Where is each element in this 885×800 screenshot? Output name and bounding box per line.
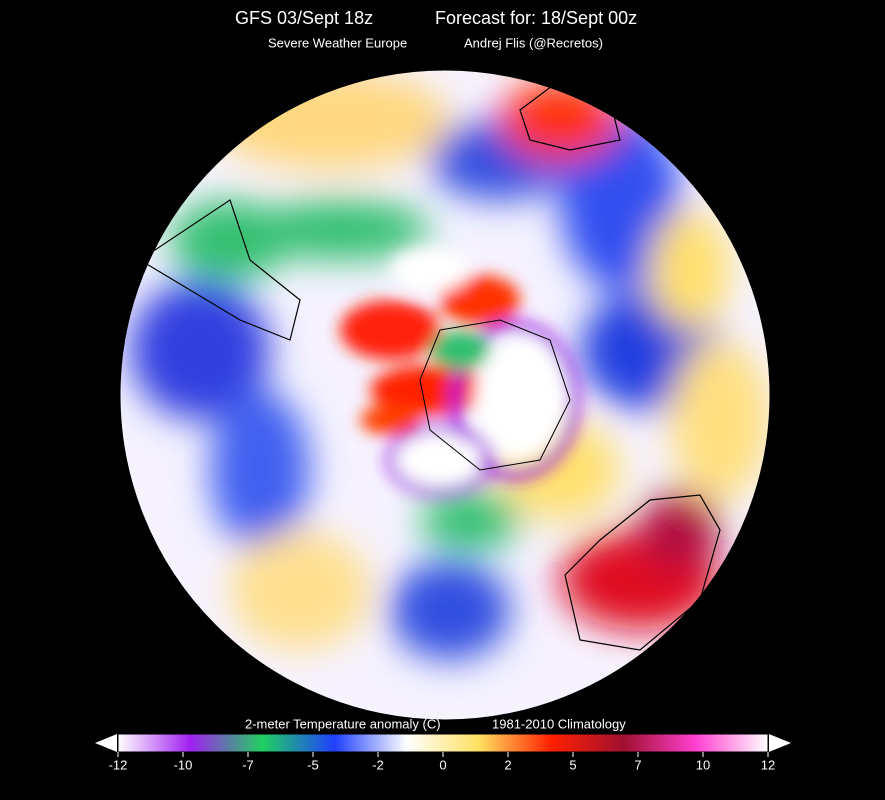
colorbar-tick-label: 0 (439, 757, 446, 772)
colorbar-arrow-left (95, 734, 117, 752)
colorbar-tick-label: 5 (569, 757, 576, 772)
colorbar (117, 733, 769, 753)
colorbar-tick-label: 10 (696, 757, 710, 772)
subtitle-right: Andrej Flis (@Recretos) (464, 35, 603, 50)
globe-outline (119, 69, 771, 721)
subtitle-left: Severe Weather Europe (268, 35, 407, 50)
colorbar-tick-label: 2 (504, 757, 511, 772)
colorbar-arrow-right (769, 734, 791, 752)
colorbar-label: 2-meter Temperature anomaly (C) (245, 716, 441, 731)
title-left: GFS 03/Sept 18z (235, 8, 373, 28)
colorbar-tick-label: 7 (634, 757, 641, 772)
title-right: Forecast for: 18/Sept 00z (435, 8, 637, 28)
colorbar-tick-label: -7 (242, 757, 254, 772)
colorbar-tick-label: 12 (761, 757, 775, 772)
colorbar-tick-label: -5 (307, 757, 319, 772)
colorbar-tick-label: -2 (372, 757, 384, 772)
colorbar-tick-label: -12 (109, 757, 128, 772)
map (120, 70, 770, 720)
colorbar-climatology: 1981-2010 Climatology (492, 716, 626, 731)
colorbar-tick-label: -10 (174, 757, 193, 772)
